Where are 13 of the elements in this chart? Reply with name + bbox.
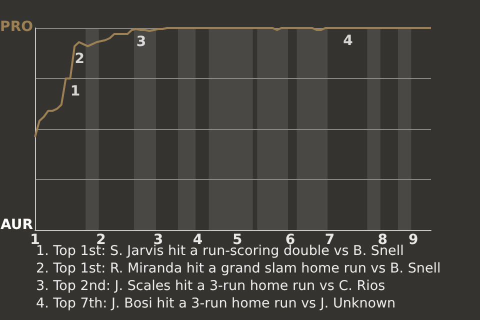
x-tick-label: 5: [232, 232, 242, 248]
x-tick-label: 9: [408, 232, 418, 248]
annotation: 3: [136, 34, 146, 50]
annotation: 1: [70, 84, 80, 100]
annotation: 2: [74, 51, 84, 68]
text: PRO: [0, 19, 34, 35]
text: 3. Top 2nd: J. Scales hit a 3-run home run vs C. Rios: [36, 278, 386, 294]
annotation: 4: [343, 33, 354, 49]
x-tick-label: 7: [324, 232, 335, 248]
text: 2. Top 1st: R. Miranda hit a grand slam home run vs B. Snell: [36, 260, 441, 276]
text: 4. Top 7th: J. Bosi hit a 3-run home run vs J. Unknown: [36, 296, 396, 312]
x-tick-label: 4: [192, 232, 203, 248]
text: AUR: [0, 217, 34, 233]
